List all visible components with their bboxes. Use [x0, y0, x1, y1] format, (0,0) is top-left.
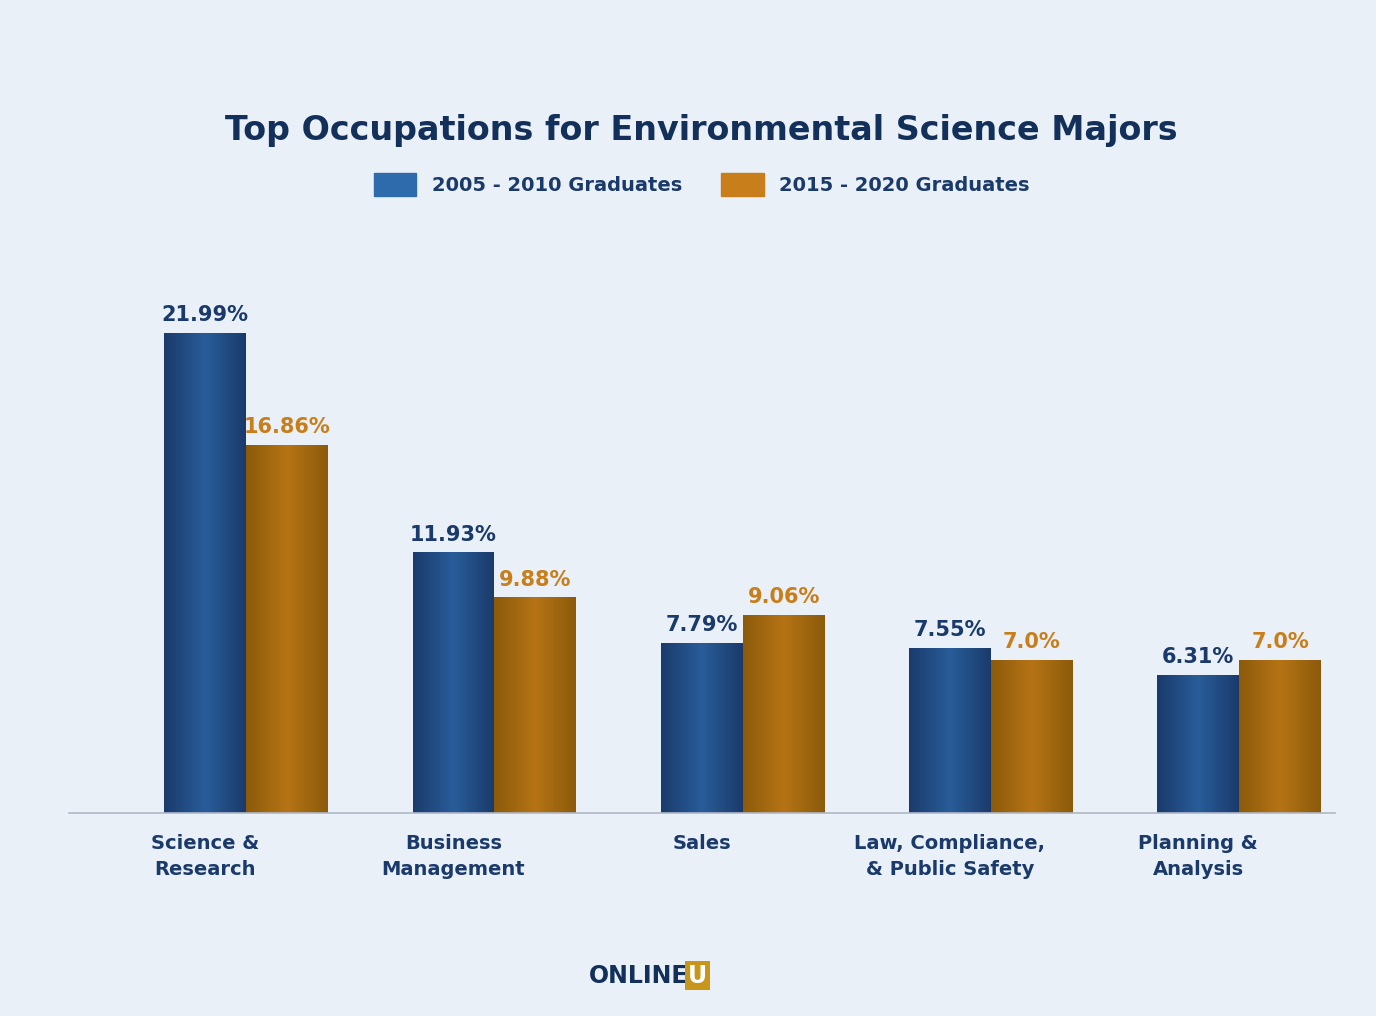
- Text: 7.0%: 7.0%: [1003, 632, 1061, 652]
- Text: 7.79%: 7.79%: [666, 615, 738, 635]
- Title: Top Occupations for Environmental Science Majors: Top Occupations for Environmental Scienc…: [226, 114, 1178, 147]
- Text: 7.55%: 7.55%: [914, 621, 987, 640]
- Text: 9.88%: 9.88%: [499, 570, 571, 589]
- Text: 11.93%: 11.93%: [410, 525, 497, 545]
- Text: 9.06%: 9.06%: [747, 587, 820, 608]
- Text: U: U: [688, 963, 707, 988]
- Text: 7.0%: 7.0%: [1251, 632, 1309, 652]
- Text: 21.99%: 21.99%: [162, 305, 249, 325]
- Text: 6.31%: 6.31%: [1163, 647, 1234, 668]
- Legend: 2005 - 2010 Graduates, 2015 - 2020 Graduates: 2005 - 2010 Graduates, 2015 - 2020 Gradu…: [366, 166, 1038, 203]
- Text: 16.86%: 16.86%: [244, 418, 330, 437]
- Text: ONLINE: ONLINE: [589, 963, 688, 988]
